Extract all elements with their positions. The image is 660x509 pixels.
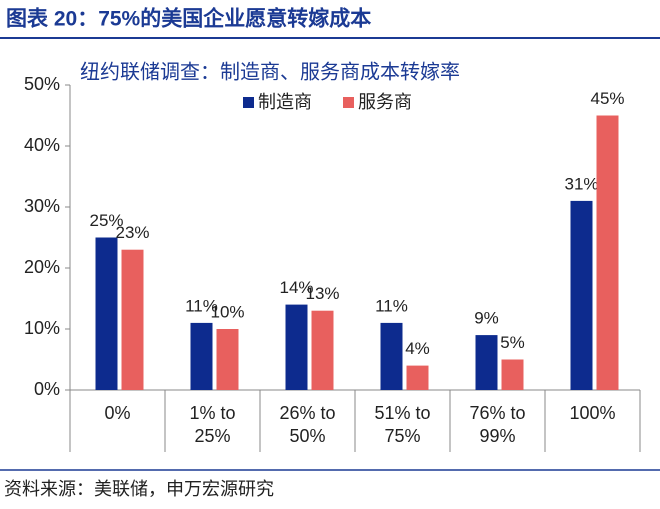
source-note: 资料来源：美联储，申万宏源研究: [4, 479, 274, 499]
value-label: 10%: [210, 302, 244, 321]
y-tick-label: 30%: [24, 196, 60, 216]
bar: [216, 329, 239, 390]
bar: [121, 249, 144, 390]
value-label: 23%: [115, 223, 149, 242]
bar: [311, 310, 334, 390]
value-label: 4%: [405, 339, 430, 358]
y-tick-label: 40%: [24, 135, 60, 155]
value-label: 9%: [474, 309, 499, 328]
y-tick-label: 20%: [24, 257, 60, 277]
x-tick-label: 0%: [104, 403, 131, 423]
chart-title: 纽约联储调查：制造商、服务商成本转嫁率: [80, 60, 460, 83]
bar: [285, 304, 308, 390]
value-label: 5%: [500, 333, 525, 352]
bar: [95, 237, 118, 390]
value-label: 31%: [564, 174, 598, 193]
x-tick-label: 1% to 25%: [189, 403, 236, 446]
x-tick-label: 100%: [569, 403, 616, 423]
bar: [190, 322, 213, 390]
bar: [380, 322, 403, 390]
value-label: 13%: [305, 284, 339, 303]
bar: [406, 365, 429, 390]
bar: [475, 335, 498, 390]
x-tick-label: 26% to 50%: [279, 403, 336, 446]
value-label: 45%: [590, 89, 624, 108]
bar: [501, 359, 524, 390]
bar: [570, 200, 593, 390]
page-title: 图表 20：75%的美国企业愿意转嫁成本: [6, 7, 371, 31]
value-label: 11%: [185, 296, 218, 315]
legend-label: 制造商: [258, 92, 312, 112]
x-tick-label: 76% to 99%: [469, 403, 526, 446]
y-tick-label: 0%: [34, 379, 60, 399]
y-tick-label: 50%: [24, 74, 60, 94]
legend-swatch: [243, 97, 254, 108]
legend-label: 服务商: [358, 92, 412, 112]
value-label: 25%: [89, 211, 123, 230]
legend-swatch: [343, 97, 354, 108]
value-label: 14%: [279, 278, 313, 297]
x-tick-label: 51% to 75%: [374, 403, 431, 446]
bar: [596, 115, 619, 390]
value-label: 11%: [375, 296, 408, 315]
y-tick-label: 10%: [24, 318, 60, 338]
